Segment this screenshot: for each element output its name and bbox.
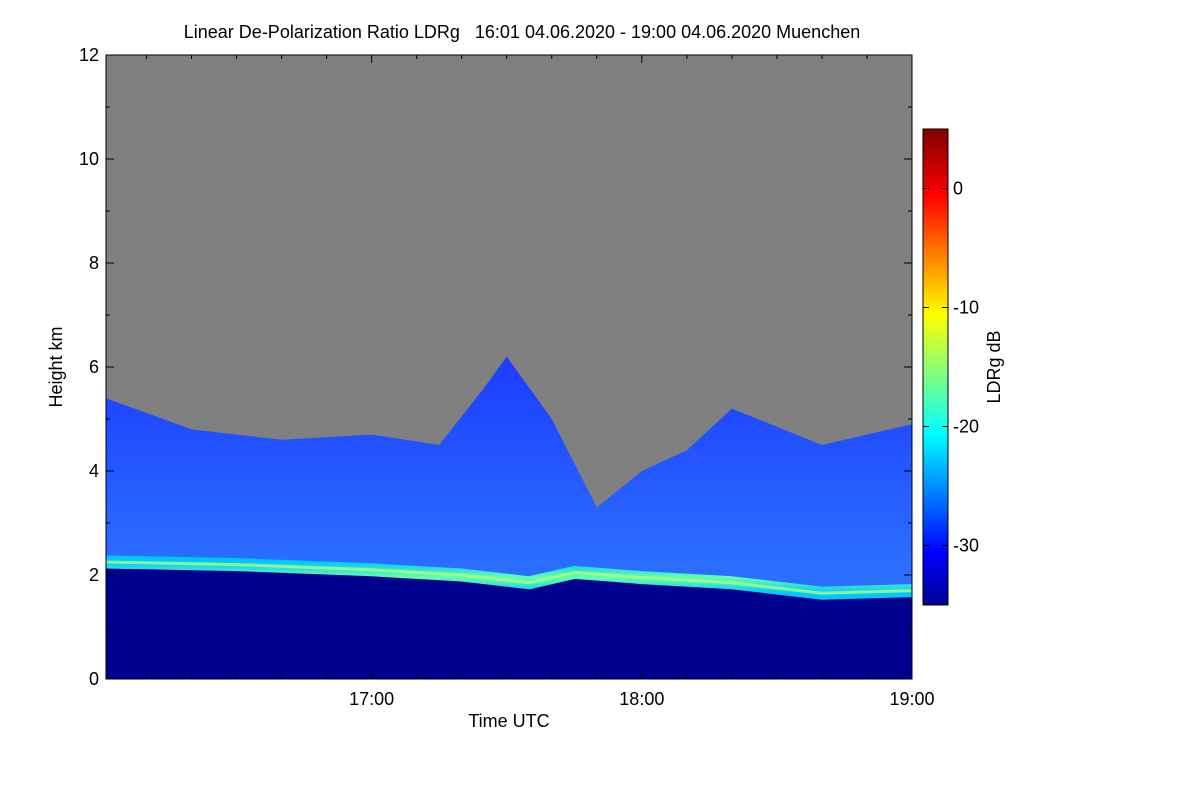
y-tick-label: 0 bbox=[89, 669, 99, 689]
boundary-layer-top-core bbox=[106, 560, 912, 595]
colorbar-tick-label: -10 bbox=[953, 298, 979, 318]
x-tick-label: 19:00 bbox=[889, 689, 934, 709]
x-tick-label: 17:00 bbox=[349, 689, 394, 709]
x-tick-label: 18:00 bbox=[619, 689, 664, 709]
colorbar-tick-label: -20 bbox=[953, 417, 979, 437]
colorbar-ticks: 0 -10 -20 -30 bbox=[923, 179, 979, 556]
boundary-layer-region bbox=[106, 562, 912, 679]
y-tick-label: 6 bbox=[89, 357, 99, 377]
colorbar-tick-label: 0 bbox=[953, 179, 963, 199]
chart-title: Linear De-Polarization Ratio LDRg 16:01 … bbox=[184, 22, 860, 42]
plot-area bbox=[106, 55, 912, 679]
y-tick-label: 10 bbox=[79, 149, 99, 169]
x-axis-label: Time UTC bbox=[468, 711, 549, 731]
y-tick-label: 4 bbox=[89, 461, 99, 481]
y-tick-label: 8 bbox=[89, 253, 99, 273]
y-tick-label: 12 bbox=[79, 45, 99, 65]
y-axis-label: Height km bbox=[46, 326, 66, 407]
colorbar bbox=[922, 128, 949, 606]
x-axis: 17:00 18:00 19:00 bbox=[146, 55, 935, 709]
y-axis: 0 2 4 6 8 10 12 bbox=[79, 45, 912, 689]
y-tick-label: 2 bbox=[89, 565, 99, 585]
colorbar-tick-label: -30 bbox=[953, 536, 979, 556]
colorbar-label: LDRg dB bbox=[984, 330, 1004, 403]
